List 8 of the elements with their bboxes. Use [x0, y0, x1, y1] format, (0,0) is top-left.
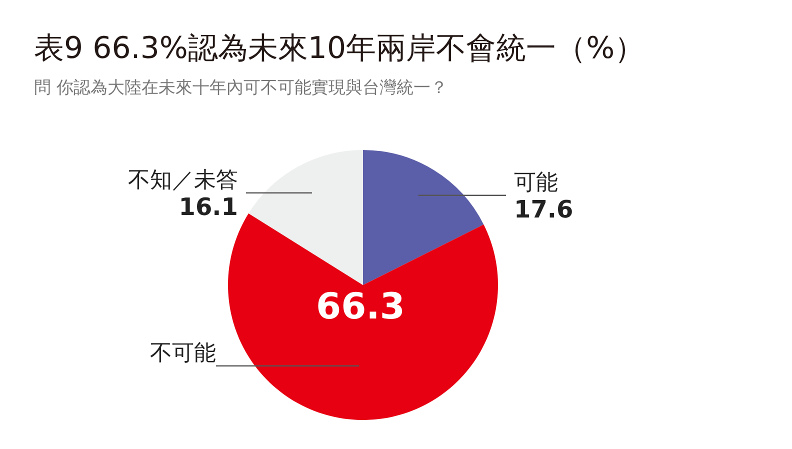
slice-label: 不可能: [150, 340, 216, 366]
chart-subtitle: 問 你認為大陸在未來十年內可不可能實現與台灣統一？: [34, 77, 448, 99]
data-label: 66.3: [316, 286, 405, 328]
data-label: 17.6: [514, 196, 574, 224]
slice-label: 不知／未答: [128, 168, 238, 193]
data-label: 16.1: [178, 193, 238, 222]
slice-label: 可能: [514, 170, 558, 196]
chart-title: 表9 66.3%認為未來10年兩岸不會統一（%）: [34, 30, 645, 68]
